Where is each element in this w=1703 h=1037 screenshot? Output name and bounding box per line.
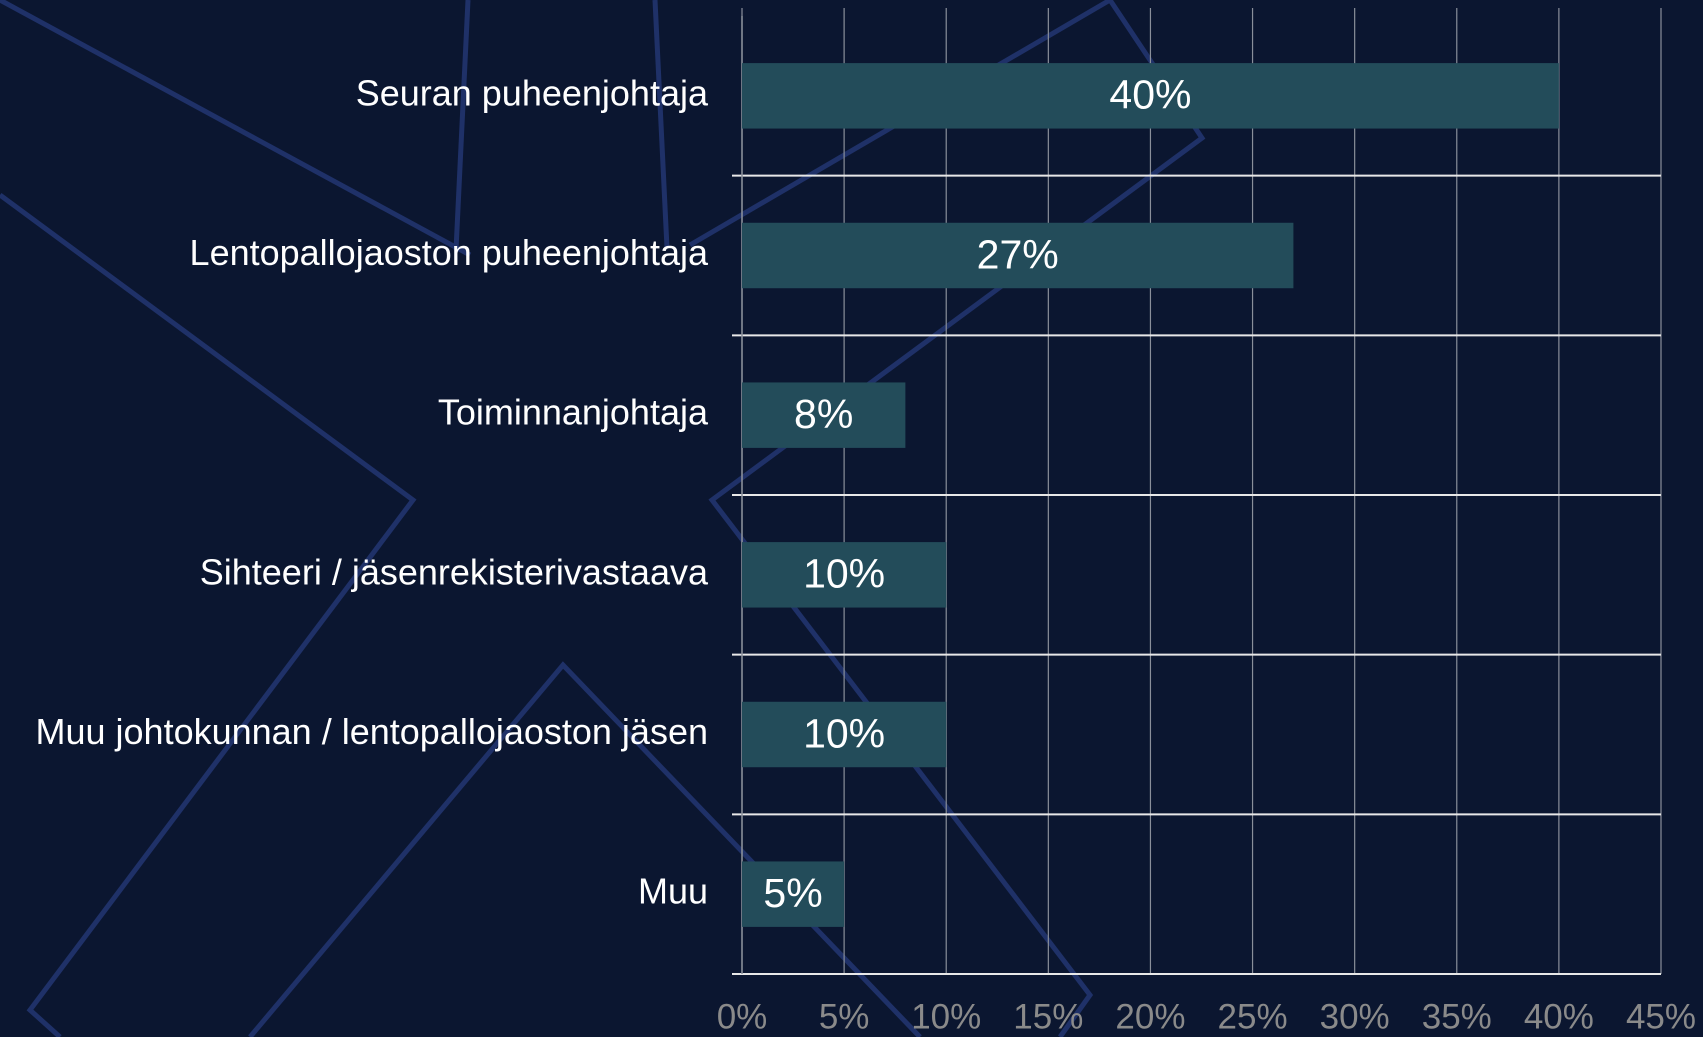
data-label: 27%: [977, 231, 1059, 277]
x-tick-label: 5%: [819, 997, 870, 1036]
background: [0, 0, 1703, 1037]
x-tick-label: 45%: [1626, 997, 1696, 1036]
data-label: 10%: [803, 551, 885, 597]
chart: 0% 5% 10% 15% 20% 25% 30% 35% 40% 45% Seuran puhee…: [0, 0, 1703, 1037]
y-tick-label: Muu: [638, 871, 708, 912]
x-tick-label: 15%: [1013, 997, 1083, 1036]
data-label: 5%: [763, 870, 822, 916]
y-tick-label: Muu johtokunnan / lentopallojaoston jäse…: [36, 711, 709, 752]
x-tick-label: 40%: [1524, 997, 1594, 1036]
y-tick-label: Lentopallojaoston puheenjohtaja: [190, 232, 709, 273]
x-tick-label: 20%: [1115, 997, 1185, 1036]
x-tick-label: 0%: [717, 997, 768, 1036]
y-tick-label: Seuran puheenjohtaja: [356, 72, 709, 113]
page: 0% 5% 10% 15% 20% 25% 30% 35% 40% 45% Seuran puhee…: [0, 0, 1703, 1037]
y-tick-label: Toiminnanjohtaja: [438, 392, 709, 433]
y-tick-label: Sihteeri / jäsenrekisterivastaava: [200, 551, 709, 592]
data-label: 40%: [1109, 72, 1191, 118]
data-label: 10%: [803, 710, 885, 756]
x-tick-label: 10%: [911, 997, 981, 1036]
x-tick-label: 25%: [1218, 997, 1288, 1036]
data-label: 8%: [794, 391, 853, 437]
x-tick-label: 35%: [1422, 997, 1492, 1036]
x-tick-label: 30%: [1320, 997, 1390, 1036]
